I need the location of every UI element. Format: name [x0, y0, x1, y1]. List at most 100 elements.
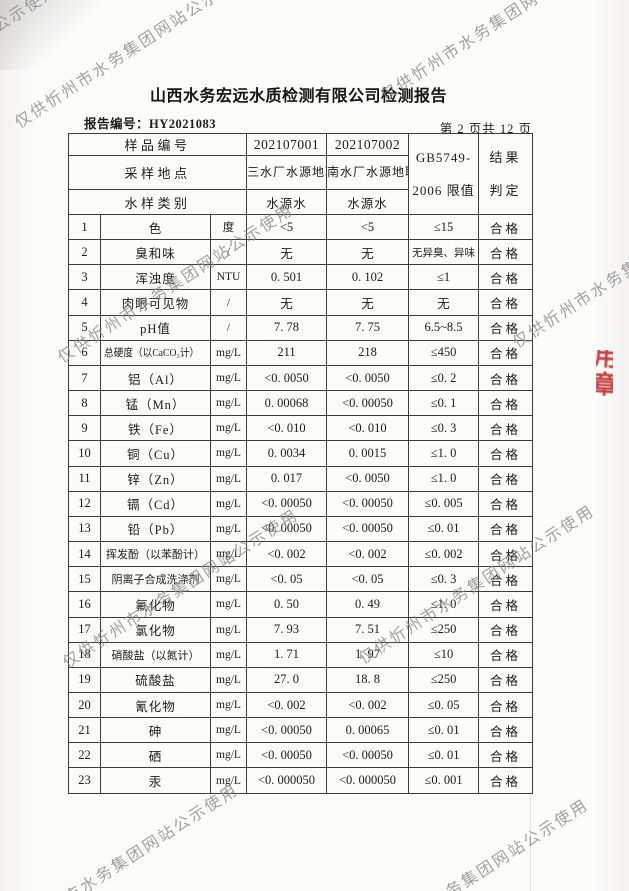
page-title: 山西水务宏远水质检测有限公司检测报告 [149, 88, 447, 105]
result-cell: 合格 [478, 339, 534, 366]
param-name-cell: 阴离子合成洗涤剂 [100, 566, 211, 593]
table-row: 23 汞 mg/L <0. 000050 <0. 000050 ≤0. 001 … [68, 767, 534, 794]
result-cell: 合格 [478, 641, 534, 668]
sample2-id-cell: 202107002 [326, 133, 410, 156]
row-number-cell: 2 [68, 239, 101, 266]
site-label-cell: 采样地点 [67, 155, 248, 190]
unit-cell: 度 [209, 213, 248, 241]
row-number-cell: 4 [68, 289, 101, 316]
sample2-value-cell: 0. 00065 [326, 717, 410, 744]
result-cell: 合格 [478, 515, 534, 543]
row-number-cell: 23 [68, 767, 101, 794]
limit-header-cell: GB5749- 2006 限值 [408, 133, 480, 215]
sample1-value-cell: <0. 00050 [246, 742, 328, 769]
unit-cell: mg/L [209, 390, 248, 417]
unit-cell: / [209, 314, 248, 341]
row-number-cell: 7 [68, 364, 101, 392]
limit-cell: ≤0. 3 [408, 566, 480, 593]
table-row: 4 肉眼可见物 / 无 无 无 合格 [68, 289, 534, 316]
sample1-value-cell: 0. 501 [246, 264, 328, 291]
sample2-value-cell: <0. 010 [326, 415, 410, 442]
result-cell: 合格 [478, 364, 534, 392]
row-number-cell: 22 [68, 742, 101, 769]
result-cell: 合格 [478, 314, 534, 341]
param-name-cell: 镉（Cd） [100, 490, 211, 517]
sample1-value-cell: <0. 002 [246, 541, 328, 568]
unit-cell: mg/L [209, 717, 248, 744]
sample1-value-cell: 0. 017 [246, 465, 328, 492]
row-number-cell: 6 [68, 339, 101, 366]
row-number-cell: 14 [68, 541, 101, 568]
limit-cell: ≤0. 005 [408, 490, 480, 517]
result-cell: 合格 [478, 440, 534, 467]
sample2-value-cell: 218 [326, 339, 410, 366]
limit-cell: ≤0. 3 [408, 415, 480, 442]
row-number-cell: 12 [68, 490, 101, 517]
unit-cell: mg/L [209, 616, 248, 643]
sample2-value-cell: <0. 0050 [326, 465, 410, 492]
table-row: 8 锰（Mn） mg/L 0. 00068 <0. 00050 ≤0. 1 合格 [68, 390, 534, 417]
watermark-text: 仅供忻州市水务集团网站公示使用 [0, 0, 63, 147]
row-number-cell: 11 [68, 465, 101, 492]
table-row: 2 臭和味 / 无 无 无异臭、异味 合格 [68, 239, 534, 266]
sample1-value-cell: 1. 71 [246, 641, 328, 668]
unit-cell: mg/L [209, 490, 248, 517]
sample1-value-cell: 无 [246, 289, 328, 316]
limit-cell: ≤10 [408, 641, 480, 668]
sample2-value-cell: 1. 97 [326, 641, 410, 668]
result-cell: 合格 [478, 490, 534, 517]
header-row-sample-id: 样品编号 202107001 202107002 GB5749- 2006 限值… [67, 133, 534, 215]
limit-cell: ≤0. 2 [408, 364, 480, 392]
result-header-line2: 判定 [489, 183, 522, 198]
param-name-cell: 铁（Fe） [100, 415, 211, 442]
table-row: 16 氟化物 mg/L 0. 50 0. 49 ≤1. 0 合格 [68, 591, 534, 618]
limit-cell: ≤0. 001 [408, 767, 480, 794]
unit-cell: mg/L [209, 415, 248, 442]
sample1-value-cell: <0. 05 [246, 566, 328, 593]
param-name-cell: 臭和味 [100, 239, 211, 266]
limit-cell: ≤0. 1 [408, 390, 480, 417]
limit-cell: ≤0. 01 [408, 717, 480, 744]
sample2-value-cell: 0. 0015 [326, 440, 410, 467]
sample2-value-cell: 18. 8 [326, 666, 410, 693]
param-name-cell: 挥发酚（以苯酚计） [100, 541, 211, 568]
result-header-cell: 结果 判定 [478, 133, 534, 215]
result-cell: 合格 [478, 390, 534, 417]
sample1-value-cell: <0. 00050 [246, 717, 328, 744]
unit-cell: mg/L [209, 339, 248, 366]
results-table: 样品编号 202107001 202107002 GB5749- 2006 限值… [67, 133, 534, 794]
sample2-value-cell: <0. 000050 [326, 767, 410, 794]
page-number-info: 第 2 页共 12 页 [439, 122, 532, 136]
sample2-type-cell: 水源水 [326, 189, 410, 215]
unit-cell: mg/L [209, 691, 248, 719]
type-label-cell: 水样类别 [67, 189, 248, 215]
limit-cell: ≤0. 002 [408, 541, 480, 568]
result-cell: 合格 [478, 239, 534, 266]
sample2-value-cell: <0. 00050 [326, 742, 410, 769]
sample1-value-cell: <0. 00050 [246, 490, 328, 517]
table-row: 17 氯化物 mg/L 7. 93 7. 51 ≤250 合格 [68, 616, 534, 643]
unit-cell: mg/L [209, 541, 248, 568]
table-row: 3 浑浊度 NTU 0. 501 0. 102 ≤1 合格 [68, 264, 534, 291]
sample2-site-cell: 南水厂水源地取水口 [326, 155, 410, 190]
sample1-value-cell: 7. 78 [246, 314, 328, 341]
param-name-cell: 氯化物 [100, 616, 211, 643]
table-row: 11 锌（Zn） mg/L 0. 017 <0. 0050 ≤1. 0 合格 [68, 465, 534, 492]
table-row: 7 铝（Al） mg/L <0. 0050 <0. 0050 ≤0. 2 合格 [68, 364, 534, 392]
unit-cell: mg/L [209, 515, 248, 543]
result-cell: 合格 [478, 541, 534, 568]
sample1-value-cell: <0. 000050 [246, 767, 328, 794]
param-name-cell: 汞 [100, 767, 211, 794]
limit-cell: ≤15 [408, 213, 480, 241]
sample2-value-cell: 无 [326, 239, 410, 266]
param-name-cell: 色 [100, 213, 211, 241]
scan-corner-shadow [0, 0, 110, 70]
sample1-value-cell: 0. 50 [246, 591, 328, 618]
table-body: 1 色 度 <5 <5 ≤15 合格 2 臭和味 / 无 无 无异臭、异味 合格… [68, 213, 534, 794]
param-name-cell: 总硬度（以CaCO₃计） [100, 339, 203, 366]
table-row: 14 挥发酚（以苯酚计） mg/L <0. 002 <0. 002 ≤0. 00… [68, 541, 534, 568]
result-cell: 合格 [478, 742, 534, 769]
limit-cell: ≤1 [408, 264, 480, 291]
sample2-value-cell: 7. 51 [326, 616, 410, 643]
sample2-value-cell: <0. 0050 [326, 364, 410, 392]
